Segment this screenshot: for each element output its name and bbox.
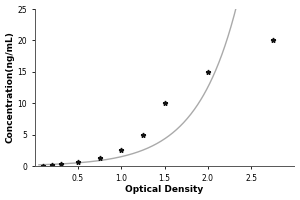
Y-axis label: Concentration(ng/mL): Concentration(ng/mL) <box>6 32 15 143</box>
X-axis label: Optical Density: Optical Density <box>125 185 204 194</box>
